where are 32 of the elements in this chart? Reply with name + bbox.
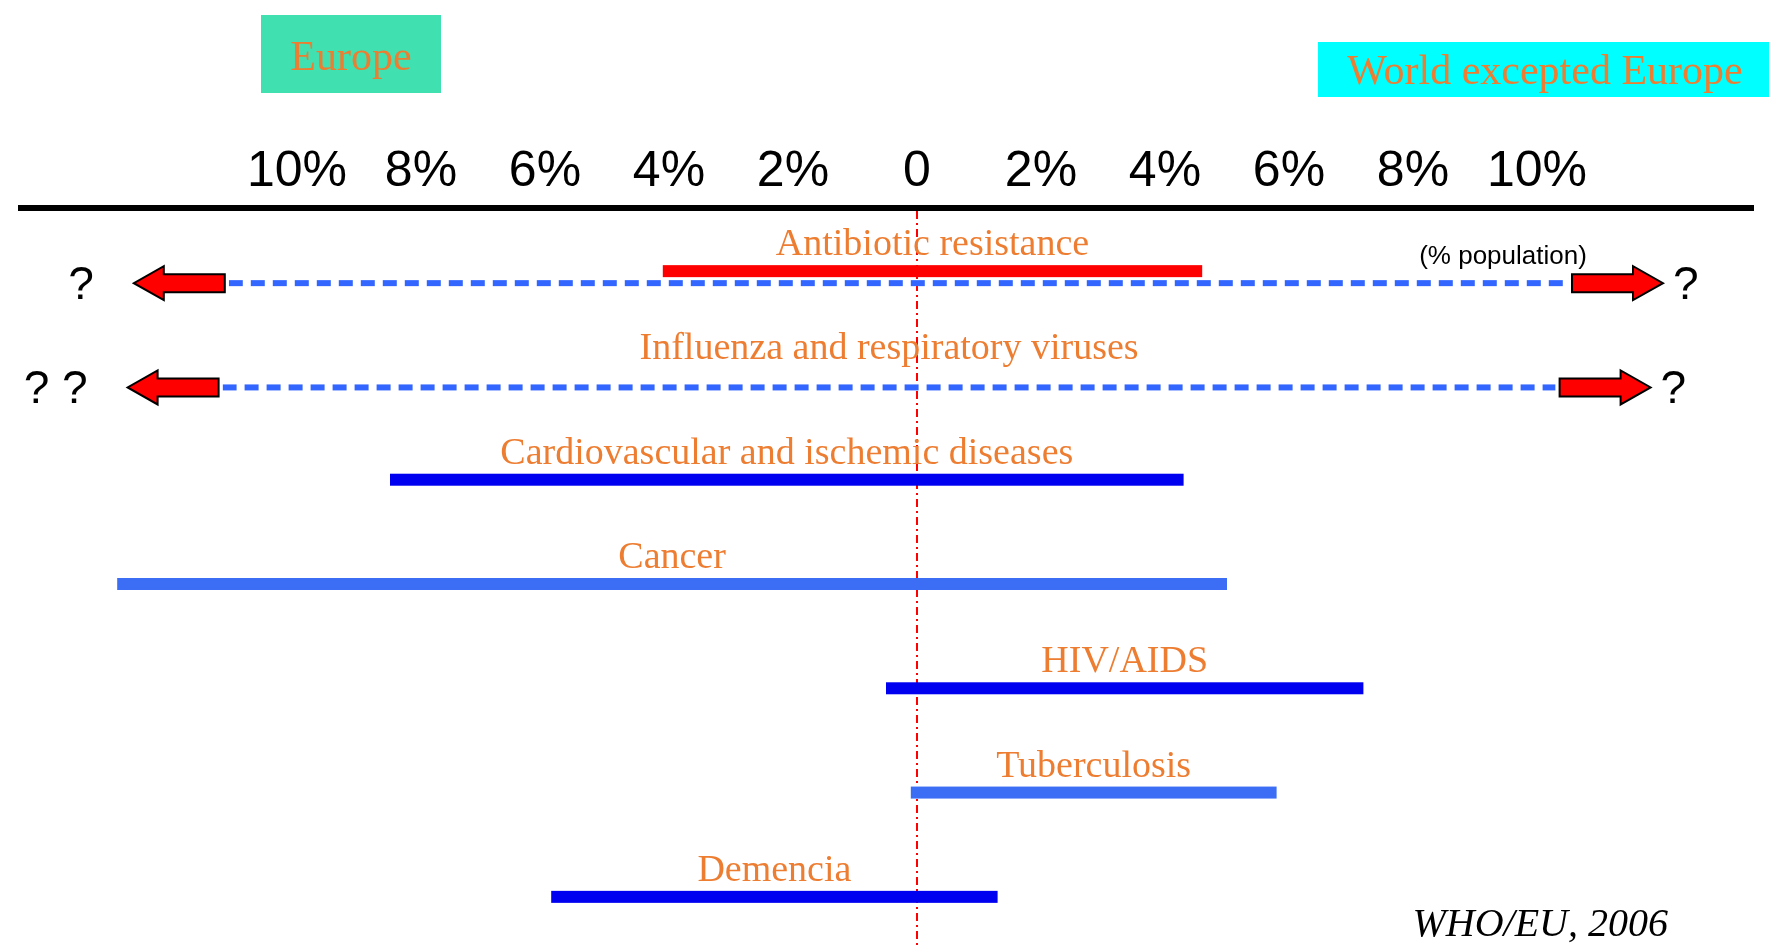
x-tick-label: 4% [1128, 141, 1202, 197]
x-tick-label: 10% [246, 141, 348, 197]
annotation: ? ? [23, 361, 88, 414]
x-axis-title: (% population) [1419, 240, 1587, 270]
x-tick-label: 4% [632, 141, 706, 197]
x-tick-label: 6% [1252, 141, 1326, 197]
x-tick-label: 2% [756, 141, 830, 197]
bar [117, 578, 1227, 590]
y-tick-label: Tuberculosis [996, 742, 1192, 785]
y-tick-label: Cardiovascular and ischemic diseases [500, 429, 1074, 472]
y-tick-label: Antibiotic resistance [775, 221, 1090, 264]
annotation: ? [1673, 257, 1699, 310]
bar [222, 384, 1556, 391]
bar [551, 890, 998, 903]
x-tick-label: 10% [1486, 141, 1588, 197]
annotation: ? [1660, 361, 1687, 414]
bar [886, 682, 1364, 695]
text: World excepted Europe [1347, 47, 1743, 93]
y-tick-label: Influenza and respiratory viruses [639, 325, 1139, 368]
y-tick-label: Cancer [618, 534, 727, 576]
annotation: WHO/EU, 2006 [1412, 900, 1668, 945]
x-tick-label: 2% [1004, 141, 1078, 197]
x-tick-label: 8% [384, 141, 458, 197]
x-tick-label: 8% [1376, 141, 1450, 197]
text: Europe [290, 33, 412, 79]
y-tick-label: Demencia [697, 846, 852, 889]
x-tick-label: 0 [903, 141, 931, 197]
annotation: ? [68, 257, 94, 310]
x-tick-label: 6% [508, 141, 582, 197]
bar [910, 786, 1277, 799]
bar [390, 473, 1184, 486]
y-tick-label: HIV/AIDS [1041, 638, 1209, 681]
